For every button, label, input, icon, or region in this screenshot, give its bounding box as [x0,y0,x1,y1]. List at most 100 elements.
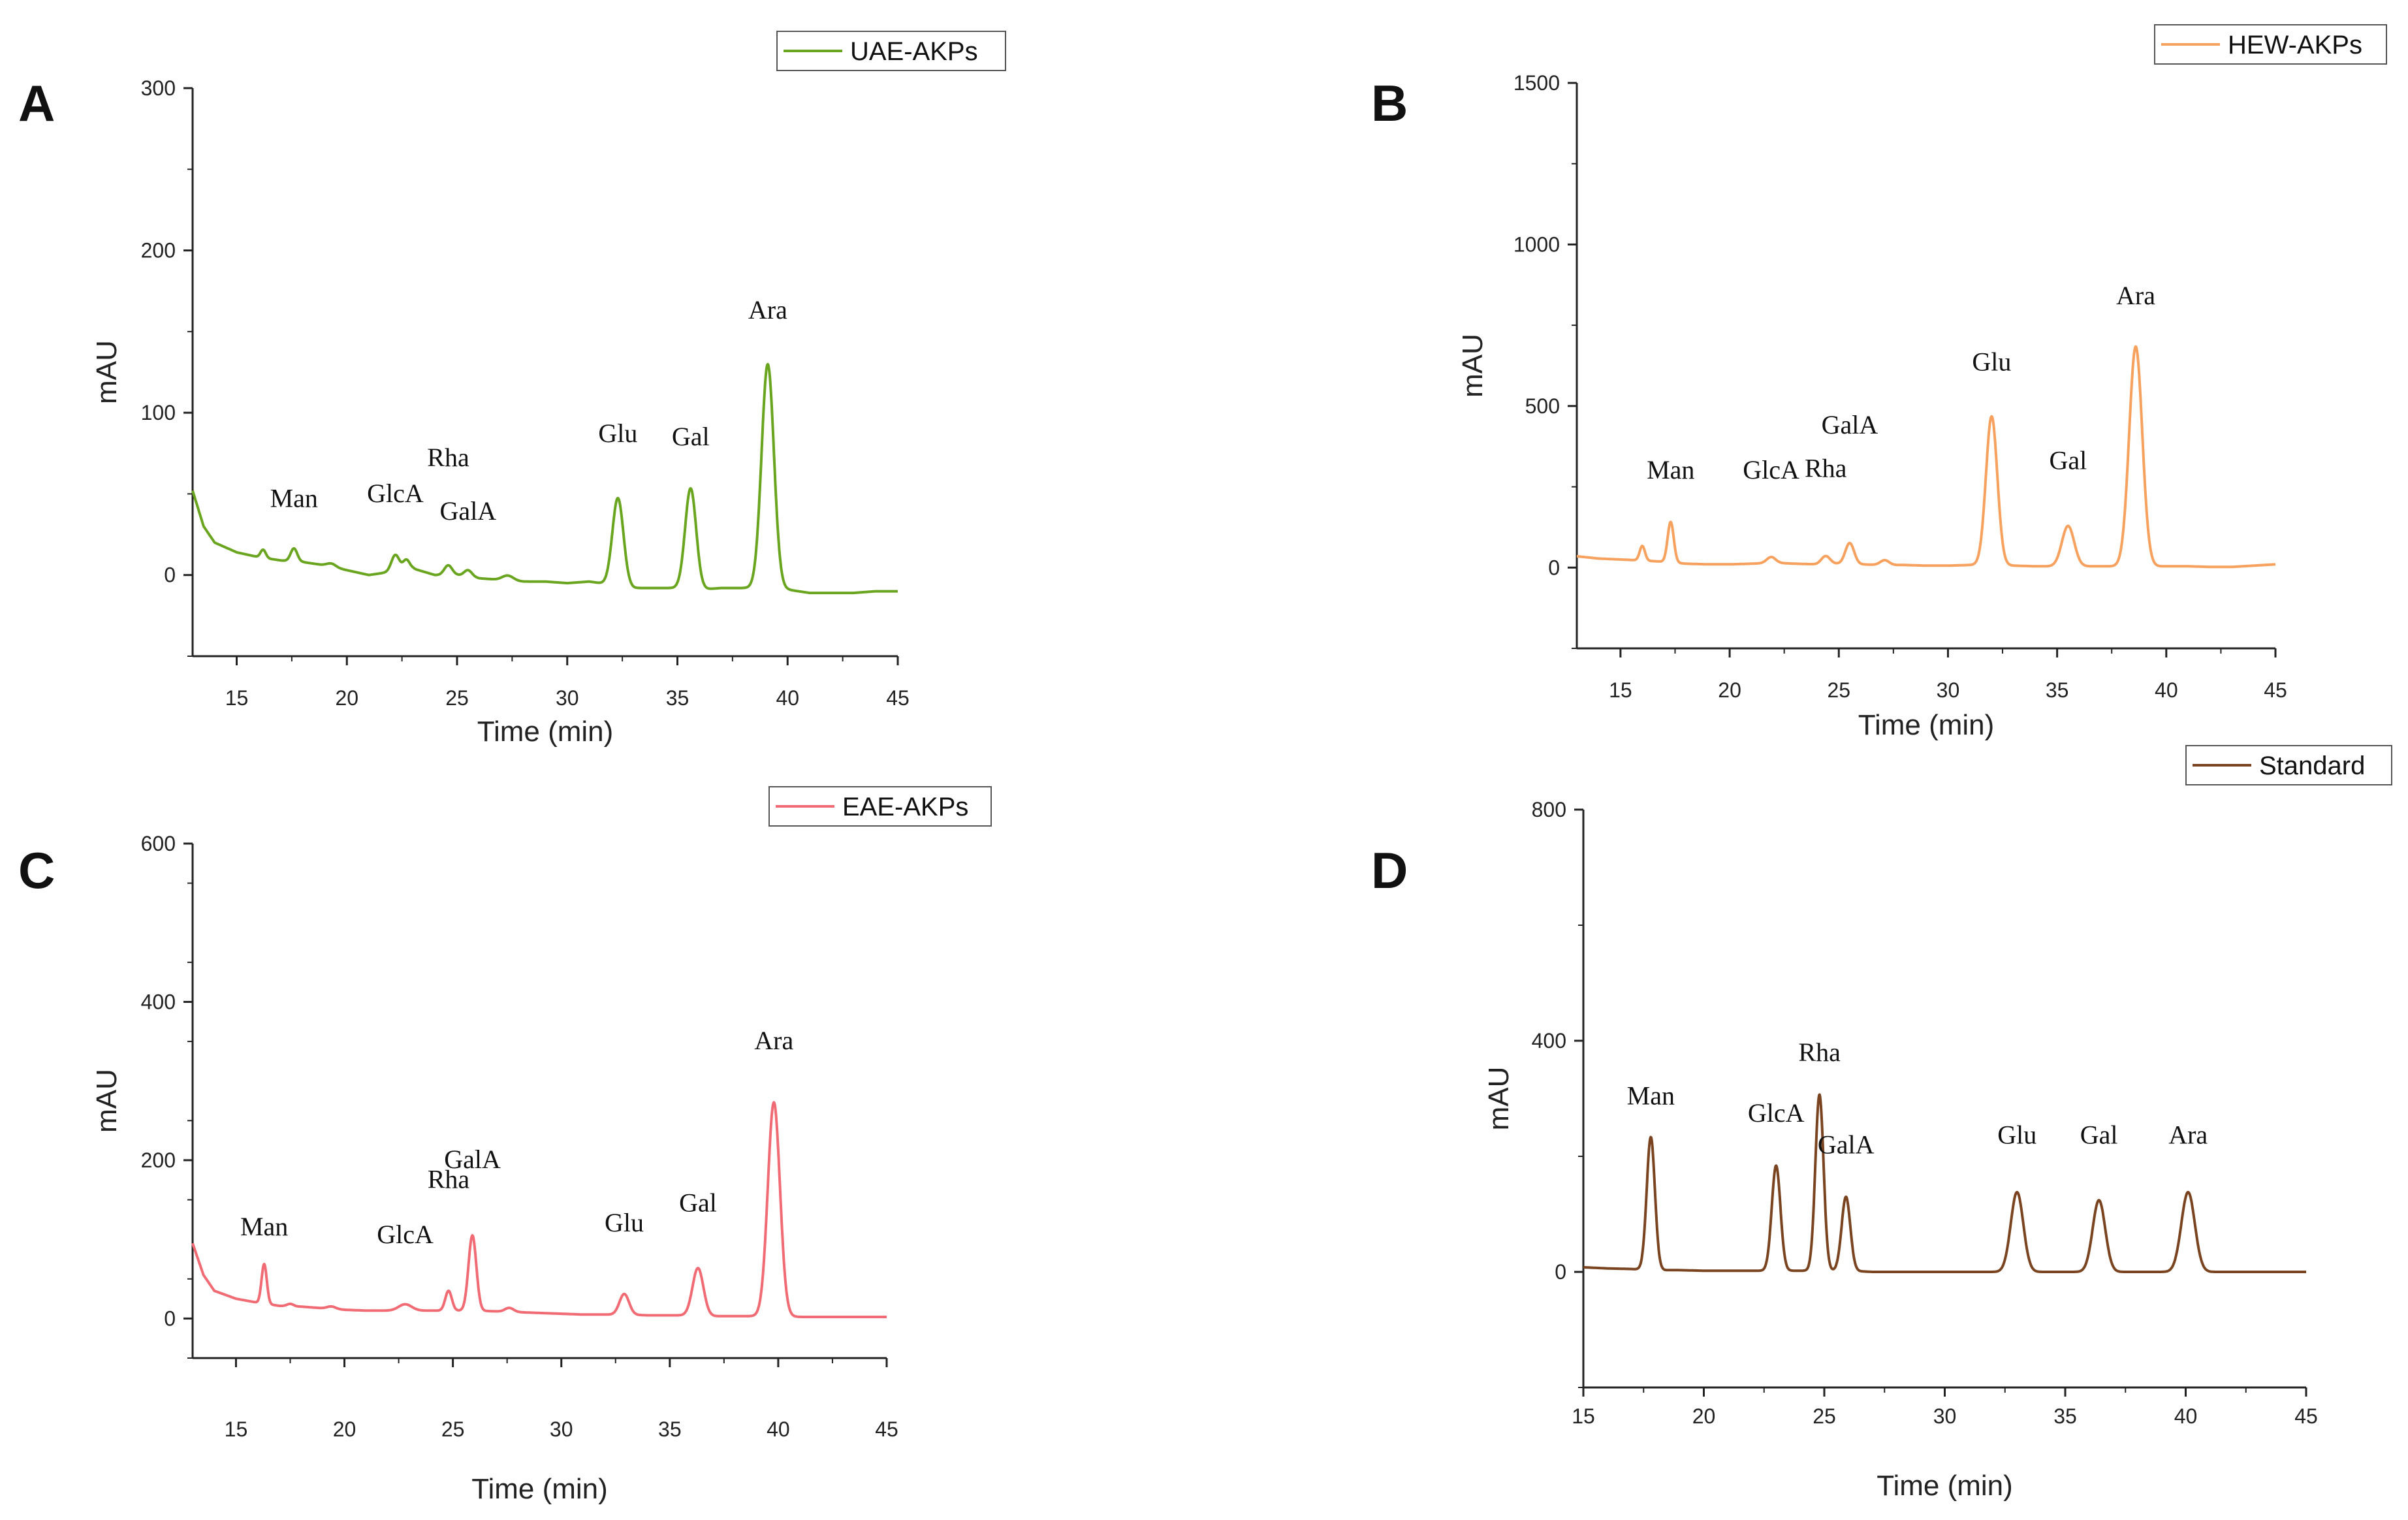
x-tick-label: 20 [1718,678,1741,702]
x-tick-label: 40 [767,1417,790,1441]
y-tick-label: 0 [164,1306,176,1330]
legend-label: HEW-AKPs [2228,31,2362,59]
peak-label-glu: Glu [1972,347,2011,376]
peak-label-glu: Glu [1997,1120,2036,1150]
chromatogram-trace [1576,345,2277,569]
y-tick-label: 1500 [1513,71,1560,95]
panel-letter: C [18,842,55,899]
x-tick-label: 35 [666,686,689,710]
x-axis-title: Time (min) [477,716,614,748]
peak-label-rha: Rha [427,443,469,472]
panel-c: C 15 20 25 30 35 40 45 0 200 400 600 Time (min) mAU EA… [18,786,992,1505]
panel-b: B 15 20 25 30 35 40 45 0 500 1000 1500 Time (min) mAU… [1371,24,2387,741]
legend-label: EAE-AKPs [842,793,968,821]
x-tick-label: 25 [441,1417,465,1441]
chromatogram-trace [1582,1093,2307,1273]
x-tick-label: 45 [875,1417,898,1441]
x-tick-label: 40 [2155,678,2178,702]
peak-label-ara: Ara [2168,1120,2208,1150]
y-tick-label: 200 [141,1148,176,1172]
y-axis-title: mAU [91,340,123,404]
x-tick-label: 45 [2264,678,2287,702]
peak-label-glca: GlcA [1748,1098,1805,1128]
y-tick-label: 0 [1555,1260,1566,1284]
peak-label-man: Man [240,1212,288,1241]
peak-label-gala: GalA [1818,1130,1875,1160]
y-tick-label: 800 [1532,798,1566,821]
chromatogram-trace [191,1101,888,1318]
x-tick-label: 30 [550,1417,573,1441]
legend: UAE-AKPs [776,31,1006,71]
peak-label-man: Man [1627,1081,1675,1110]
panel-letter: A [18,74,55,132]
x-tick-label: 45 [2294,1404,2318,1428]
panel-a: A 15 20 25 30 35 40 45 0 100 200 300 Time (min) mAU UA… [18,31,1006,748]
chromatogram-trace [191,362,899,595]
x-tick-label: 15 [1609,678,1632,702]
x-tick-label: 30 [1933,1404,1957,1428]
y-axis-title: mAU [1457,334,1489,398]
x-tick-label: 15 [225,686,249,710]
peak-label-ara: Ara [748,295,787,325]
legend-label: UAE-AKPs [850,37,978,66]
peak-label-man: Man [1647,455,1694,484]
y-tick-label: 600 [141,832,176,855]
x-tick-label: 35 [2053,1404,2077,1428]
x-tick-label: 20 [1692,1404,1716,1428]
legend-label: Standard [2259,752,2365,780]
x-tick-label: 40 [2174,1404,2198,1428]
legend: EAE-AKPs [768,786,992,827]
peak-label-gala: GalA [440,496,497,526]
peak-label-rha: Rha [428,1164,470,1194]
peak-label-gal: Gal [2049,445,2087,475]
x-tick-label: 30 [556,686,579,710]
peak-label-rha: Rha [1798,1037,1841,1067]
peak-label-glu: Glu [605,1208,644,1237]
legend: HEW-AKPs [2154,24,2387,65]
peak-label-gala: GalA [1822,410,1878,439]
panel-letter: D [1371,842,1408,899]
peak-label-glca: GlcA [1743,455,1799,484]
peak-label-rha: Rha [1805,454,1847,483]
y-tick-label: 1000 [1513,232,1560,256]
x-axis-title: Time (min) [1877,1470,2013,1502]
x-tick-label: 20 [333,1417,356,1441]
y-tick-label: 400 [1532,1029,1566,1053]
y-tick-label: 0 [1548,556,1560,579]
y-tick-label: 200 [141,239,176,262]
panel-letter: B [1371,74,1408,132]
x-tick-label: 15 [225,1417,248,1441]
x-axis-title: Time (min) [471,1473,608,1505]
y-axis-title: mAU [91,1069,123,1133]
peak-label-glca: GlcA [367,479,424,508]
y-tick-label: 100 [141,401,176,424]
peak-label-ara: Ara [754,1026,793,1055]
x-axis-title: Time (min) [1858,709,1995,741]
x-tick-label: 25 [1827,678,1850,702]
peak-label-glca: GlcA [377,1220,434,1249]
x-tick-label: 15 [1572,1404,1595,1428]
x-tick-label: 25 [445,686,469,710]
x-tick-label: 35 [658,1417,682,1441]
peak-label-ara: Ara [2116,281,2155,310]
y-axis-title: mAU [1483,1067,1515,1131]
peak-label-gal: Gal [2080,1120,2118,1150]
y-tick-label: 500 [1525,394,1560,418]
peak-label-glu: Glu [598,419,637,448]
peak-label-gala: GalA [444,1145,501,1174]
x-tick-label: 30 [1937,678,1960,702]
x-tick-label: 40 [776,686,799,710]
y-tick-label: 300 [141,76,176,100]
y-tick-label: 400 [141,990,176,1013]
x-tick-label: 20 [335,686,358,710]
peak-label-man: Man [270,483,318,513]
x-tick-label: 45 [886,686,910,710]
peak-label-gal: Gal [679,1188,717,1218]
panel-d: D 15 20 25 30 35 40 45 0 400 800 Time (min) mAU Stand… [1371,745,2392,1502]
legend: Standard [2185,745,2392,785]
x-tick-label: 25 [1813,1404,1836,1428]
peak-label-gal: Gal [672,422,710,451]
x-tick-label: 35 [2046,678,2069,702]
y-tick-label: 0 [164,563,176,587]
